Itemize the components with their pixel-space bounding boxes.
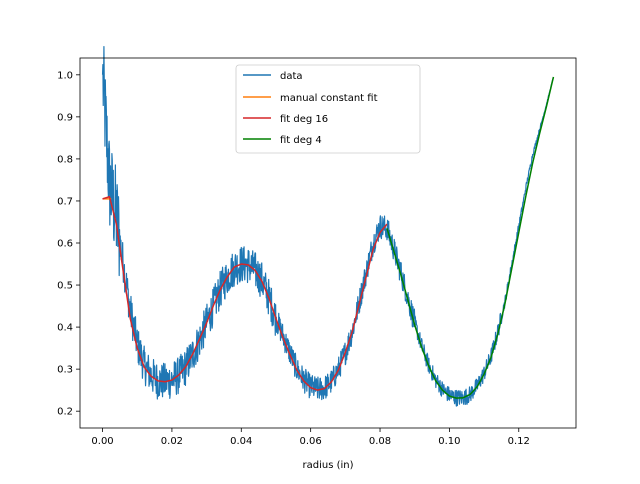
series-line-fit-deg-16 [102, 196, 388, 391]
x-tick-label: 0.06 [300, 436, 322, 447]
y-tick-label: 0.9 [57, 112, 73, 123]
y-axis-ticks: 0.2 0.3 0.4 0.5 0.6 0.7 0.8 0.9 1.0 [57, 70, 80, 418]
x-tick-label: 0.08 [369, 436, 391, 447]
x-tick-label: 0.10 [438, 436, 460, 447]
x-tick-label: 0.00 [91, 436, 113, 447]
legend-label-manual-constant-fit: manual constant fit [280, 93, 378, 104]
x-axis-ticks: 0.00 0.02 0.04 0.06 0.08 0.10 0.12 [91, 428, 530, 447]
legend-label-fit-deg-4: fit deg 4 [280, 135, 322, 146]
y-tick-label: 0.3 [57, 365, 73, 376]
series-layer [101, 46, 555, 407]
y-tick-label: 0.5 [57, 281, 73, 292]
x-axis-label: radius (in) [302, 460, 353, 471]
x-tick-label: 0.12 [508, 436, 530, 447]
legend: data manual constant fit fit deg 16 fit … [235, 64, 421, 154]
legend-label-data: data [280, 71, 303, 82]
series-line-fit-deg-4 [386, 76, 555, 399]
x-tick-label: 0.02 [161, 436, 183, 447]
y-tick-label: 0.7 [57, 196, 73, 207]
legend-label-fit-deg-16: fit deg 16 [280, 114, 328, 125]
y-tick-label: 0.8 [57, 154, 73, 165]
y-tick-label: 0.4 [57, 323, 73, 334]
x-tick-label: 0.04 [230, 436, 252, 447]
y-tick-label: 0.6 [57, 239, 73, 250]
y-tick-label: 1.0 [57, 70, 73, 81]
legend-box [235, 64, 421, 154]
y-tick-label: 0.2 [57, 407, 73, 418]
